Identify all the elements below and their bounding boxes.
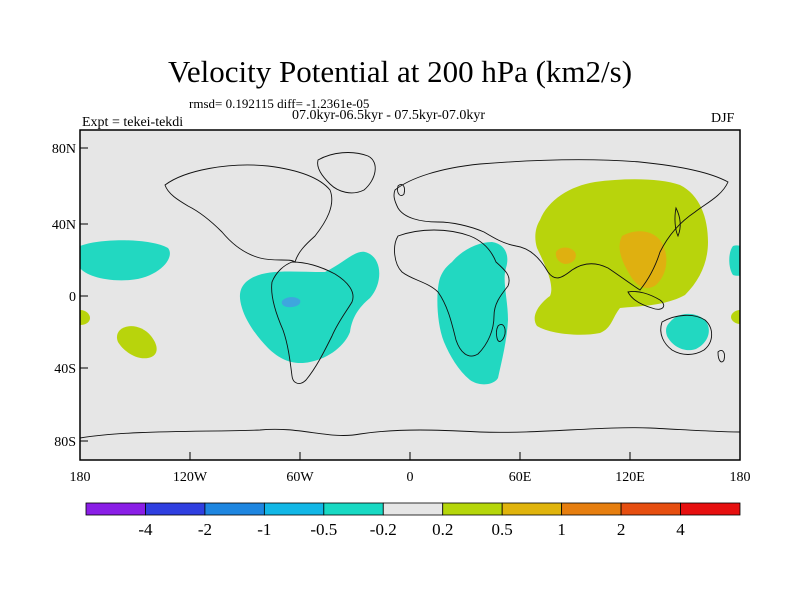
plot-title: Velocity Potential at 200 hPa (km2/s) [167,54,633,89]
south-america-core [281,297,301,308]
colorbar-swatch [561,502,622,516]
colorbar-label: 4 [676,520,685,539]
south-america-negative-region [239,251,380,364]
pacific-edge-west-positive [80,310,90,325]
lon-label: 180 [70,470,91,485]
australia-coast [660,314,713,355]
period-text: 07.0kyr-06.5kyr - 07.5kyr-07.0kyr [292,108,486,123]
new-zealand-coast [717,349,725,363]
colorbar-label: -0.2 [370,520,397,539]
lon-label: 120E [615,470,645,485]
madagascar-coast [495,323,506,342]
lat-label: 80N [52,142,76,157]
north-pacific-negative-region [80,240,170,281]
colorbar-swatch [382,502,444,516]
lat-label: 0 [69,290,76,305]
colorbar-label: -4 [138,520,153,539]
rmsd-diff-text: rmsd= 0.192115 diff= -1.2361e-05 [189,96,370,111]
north-america-coast [164,164,333,263]
lon-label: 120W [173,470,208,485]
lat-label: 40N [52,218,76,233]
colorbar-label: 0.2 [432,520,453,539]
negative-anomaly-regions [80,240,740,385]
lon-label: 180 [730,470,751,485]
colorbar-swatch [620,502,681,516]
lon-label: 60E [509,470,532,485]
pacific-edge-east-positive [731,310,740,324]
eurasia-coast [393,159,729,291]
colorbar-swatch [145,502,206,516]
africa-negative-region [437,242,508,385]
colorbar-swatch [501,502,563,516]
colorbar-swatch [204,502,265,516]
british-isles-coast [397,183,405,197]
africa-coast [394,229,510,357]
longitude-axis: 180 120W 60W 0 60E 120E 180 [70,452,751,485]
colorbar-label: 2 [617,520,626,539]
india-core [555,247,576,264]
lat-label: 40S [54,362,76,377]
experiment-label: Expt = tekei-tekdi [82,115,184,130]
colorbar-swatch [323,502,384,516]
colorbar-swatch [680,502,741,516]
lon-label: 0 [407,470,414,485]
colorbar-label: -1 [257,520,271,539]
australia-negative-region [666,313,709,351]
lon-label: 60W [286,470,314,485]
antarctica-coast [80,427,740,439]
greenland-coast [317,152,376,194]
colorbar-swatch [263,502,325,516]
colorbar-swatch [442,502,503,516]
indonesia-coast [627,291,665,310]
south-pacific-positive-region [116,326,157,359]
coastlines [80,152,740,439]
colorbar-label: -0.5 [310,520,337,539]
colorbar: -4 -2 -1 -0.5 -0.2 0.2 0.5 1 2 4 [85,502,741,539]
season-label: DJF [711,111,735,126]
east-pacific-negative-region [729,245,740,276]
colorbar-swatch [85,502,146,516]
lat-label: 80S [54,435,76,450]
latitude-axis: 80N 40N 0 40S 80S [52,142,88,450]
positive-anomaly-regions [80,179,740,359]
japan-coast [674,206,681,238]
colorbar-label: -2 [198,520,212,539]
colorbar-label: 0.5 [492,520,513,539]
colorbar-label: 1 [557,520,566,539]
china-core [619,231,667,289]
south-america-coast [271,261,354,384]
